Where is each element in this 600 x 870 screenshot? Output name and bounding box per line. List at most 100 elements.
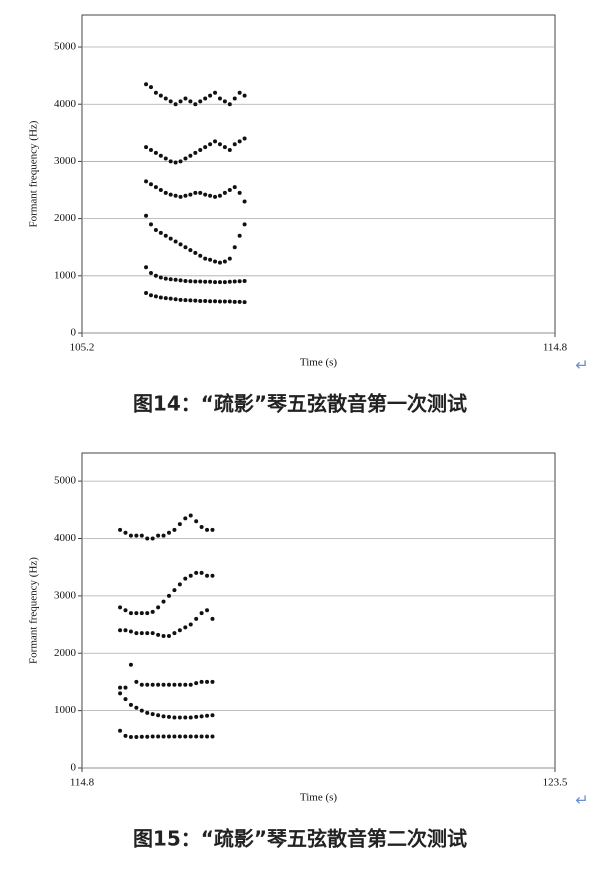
point [158, 188, 163, 193]
point [150, 609, 155, 614]
point [208, 193, 213, 198]
point [227, 147, 232, 152]
x-axis-label: Time (s) [300, 357, 338, 369]
point [144, 290, 149, 295]
point [128, 611, 133, 616]
point [188, 99, 193, 104]
point [161, 682, 166, 687]
point [144, 145, 149, 150]
point [194, 734, 199, 739]
point [150, 631, 155, 636]
y-tick-label: 1000 [54, 704, 77, 716]
point [158, 295, 163, 300]
point [173, 102, 178, 107]
point [150, 712, 155, 717]
point [194, 714, 199, 719]
point [158, 275, 163, 280]
point [163, 190, 168, 195]
y-tick-label: 0 [71, 762, 77, 774]
caption: 图15：“疏影”琴五弦散音第二次测试 [133, 827, 467, 851]
point [123, 530, 128, 535]
point [208, 142, 213, 147]
point [203, 279, 208, 284]
point [208, 93, 213, 98]
point [178, 99, 183, 104]
point [139, 734, 144, 739]
point [153, 273, 158, 278]
point [183, 625, 188, 630]
point [210, 734, 215, 739]
point [150, 734, 155, 739]
point [198, 190, 203, 195]
point [232, 185, 237, 190]
point [237, 233, 242, 238]
point [161, 533, 166, 538]
point [178, 242, 183, 247]
point [194, 519, 199, 524]
y-tick-label: 3000 [54, 589, 77, 601]
point [199, 734, 204, 739]
point [217, 193, 222, 198]
point [183, 734, 188, 739]
point [183, 682, 188, 687]
point [198, 99, 203, 104]
y-tick-label: 2000 [54, 212, 77, 224]
point [217, 260, 222, 265]
point [139, 708, 144, 713]
point [183, 298, 188, 303]
x-tick-label: 114.8 [70, 777, 95, 789]
point [222, 280, 227, 285]
point [237, 279, 242, 284]
point [199, 679, 204, 684]
y-tick-label: 4000 [54, 532, 77, 544]
caption: 图14：“疏影”琴五弦散音第一次测试 [133, 392, 467, 416]
point [172, 588, 177, 593]
point [172, 734, 177, 739]
point [156, 533, 161, 538]
point [144, 82, 149, 87]
point [193, 279, 198, 284]
point [145, 734, 150, 739]
point [222, 299, 227, 304]
point [118, 527, 123, 532]
point [173, 297, 178, 302]
point [183, 516, 188, 521]
point [237, 139, 242, 144]
point [156, 632, 161, 637]
point [139, 533, 144, 538]
point [194, 570, 199, 575]
point [208, 257, 213, 262]
point [210, 573, 215, 578]
point [188, 715, 193, 720]
point [193, 150, 198, 155]
point [198, 279, 203, 284]
point [183, 278, 188, 283]
point [139, 682, 144, 687]
point [198, 298, 203, 303]
point [173, 193, 178, 198]
point [232, 142, 237, 147]
point [123, 697, 128, 702]
point [134, 735, 139, 740]
point [166, 593, 171, 598]
point [118, 685, 123, 690]
point [158, 153, 163, 158]
point [210, 679, 215, 684]
point [183, 156, 188, 161]
point [210, 527, 215, 532]
point [242, 278, 247, 283]
point [213, 259, 218, 264]
point [193, 250, 198, 255]
point [173, 160, 178, 165]
point [217, 280, 222, 285]
point [217, 142, 222, 147]
y-tick-label: 4000 [54, 98, 77, 110]
point [172, 527, 177, 532]
point [227, 279, 232, 284]
point [178, 278, 183, 283]
point [177, 522, 182, 527]
point [217, 96, 222, 101]
point [208, 299, 213, 304]
point [144, 265, 149, 270]
